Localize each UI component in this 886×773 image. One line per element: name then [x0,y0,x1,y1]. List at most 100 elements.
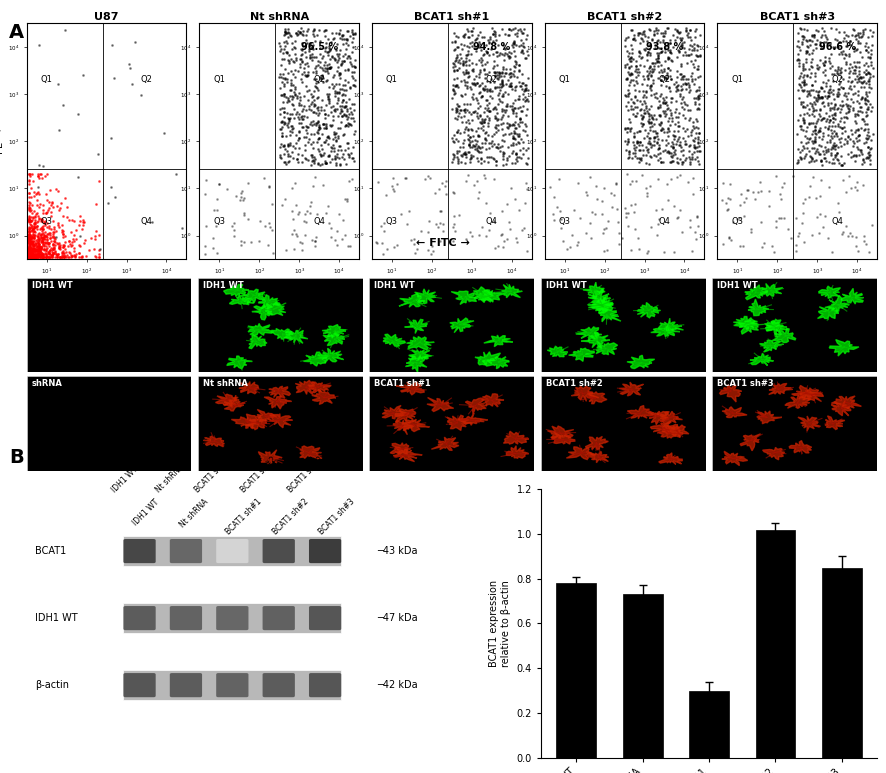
Text: Q3: Q3 [41,217,52,226]
Point [341,141,355,154]
Point [303,50,317,63]
Point [72,108,86,121]
Point [39,207,53,220]
Point [285,152,299,164]
Point [477,114,491,126]
Point [630,126,644,138]
Point [847,45,861,57]
Point [468,78,482,90]
Polygon shape [650,325,680,336]
Point [453,141,467,153]
Point [294,99,308,111]
Point [56,250,70,263]
Point [29,243,43,256]
Point [21,237,35,250]
Point [465,36,479,48]
Point [507,60,521,73]
Point [680,98,695,111]
Point [815,132,829,145]
Point [285,36,299,49]
Point [487,26,501,39]
Point [674,73,688,85]
Point [797,129,812,141]
Point [504,138,518,151]
Point [633,156,647,169]
Point [339,83,354,96]
Point [644,70,658,82]
Point [520,245,534,257]
Point [473,110,487,122]
Point [457,102,471,114]
Polygon shape [659,453,682,465]
Polygon shape [734,316,758,329]
Polygon shape [586,437,609,449]
Point [299,70,314,82]
Point [838,49,852,61]
Point [398,172,412,185]
Point [516,135,530,148]
Point [33,229,47,241]
Point [303,38,317,50]
Point [282,155,296,168]
Text: Q4: Q4 [658,217,671,226]
Point [481,36,495,48]
Point [279,26,293,39]
Point [29,250,43,263]
Point [284,120,299,132]
Point [27,234,41,247]
Point [551,173,565,186]
Point [682,114,696,126]
Point [41,203,55,216]
Point [319,120,333,132]
Point [813,53,828,66]
Point [73,247,87,259]
Point [233,194,247,206]
Point [797,116,811,128]
Point [506,118,520,131]
Point [664,92,678,104]
Point [30,250,44,262]
Point [291,125,306,138]
Point [494,75,509,87]
Point [655,134,669,146]
Point [859,43,873,56]
Point [410,243,424,255]
Point [22,247,36,260]
Point [22,226,36,238]
Point [29,250,43,263]
Point [67,250,82,262]
Point [622,62,636,74]
Point [680,49,695,62]
Text: Q3: Q3 [731,217,743,226]
Point [692,126,706,138]
Point [340,39,354,51]
Point [26,250,40,263]
Point [653,110,667,122]
Point [633,125,647,138]
Point [859,131,874,144]
Polygon shape [304,352,329,366]
Point [447,84,462,97]
Point [288,64,302,77]
Point [517,84,532,97]
Point [474,117,488,129]
Point [480,46,494,58]
Point [808,147,822,159]
Point [31,230,45,242]
Point [338,100,353,113]
Point [24,247,38,260]
Point [281,54,295,66]
Point [740,183,754,196]
Point [679,46,693,58]
Point [687,61,701,73]
Point [462,117,477,129]
Point [27,250,42,262]
Point [848,114,862,127]
Point [487,173,501,186]
Point [518,91,532,104]
Point [342,50,356,63]
Point [318,157,332,169]
Point [478,80,492,93]
Point [796,100,810,113]
Point [24,250,38,263]
